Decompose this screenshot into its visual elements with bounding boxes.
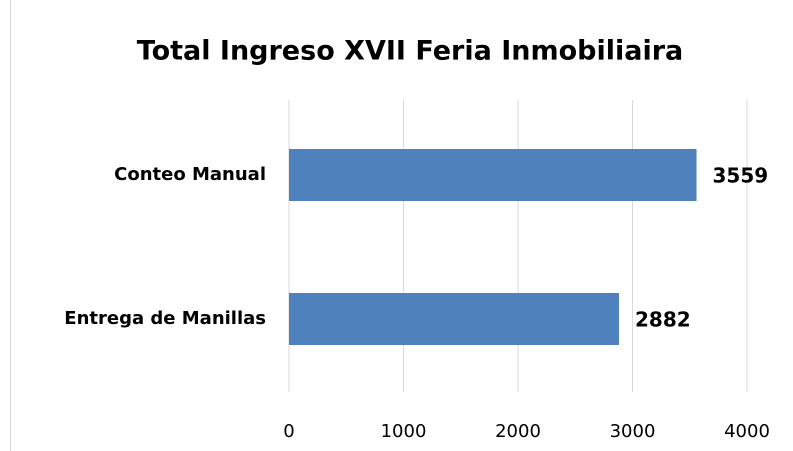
bar (289, 293, 619, 345)
bar (289, 149, 697, 201)
chart-title: Total Ingreso XVII Feria Inmobiliaira (137, 36, 684, 67)
x-tick-label: 2000 (495, 421, 541, 442)
value-label: 3559 (713, 164, 769, 188)
x-tick-label: 3000 (610, 421, 656, 442)
value-label: 2882 (635, 308, 691, 332)
y-tick-label: Entrega de Manillas (64, 308, 266, 329)
x-tick-label: 4000 (724, 421, 770, 442)
y-tick-label: Conteo Manual (114, 164, 266, 185)
x-tick-label: 1000 (381, 421, 427, 442)
x-tick-label: 0 (283, 421, 294, 442)
